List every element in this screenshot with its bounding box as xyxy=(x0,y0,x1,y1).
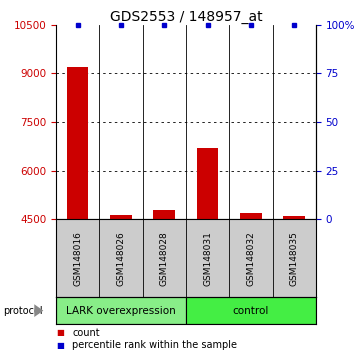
Text: ■: ■ xyxy=(56,341,64,350)
Bar xyxy=(283,216,305,219)
Text: LARK overexpression: LARK overexpression xyxy=(66,306,176,316)
Text: GSM148028: GSM148028 xyxy=(160,231,169,286)
Text: protocol: protocol xyxy=(4,306,43,316)
Text: GSM148035: GSM148035 xyxy=(290,231,299,286)
Bar xyxy=(67,67,88,219)
Text: control: control xyxy=(233,306,269,316)
Bar xyxy=(110,215,132,219)
Bar xyxy=(240,213,262,219)
Text: GSM148032: GSM148032 xyxy=(247,231,255,286)
Text: GSM148031: GSM148031 xyxy=(203,231,212,286)
Bar xyxy=(56,297,186,324)
Text: count: count xyxy=(72,328,100,338)
Text: GSM148016: GSM148016 xyxy=(73,231,82,286)
Title: GDS2553 / 148957_at: GDS2553 / 148957_at xyxy=(110,10,262,24)
Text: percentile rank within the sample: percentile rank within the sample xyxy=(72,340,237,350)
Text: GSM148026: GSM148026 xyxy=(117,231,125,286)
Bar xyxy=(197,148,218,219)
Bar xyxy=(153,210,175,219)
Bar xyxy=(186,297,316,324)
Text: ■: ■ xyxy=(56,328,64,337)
